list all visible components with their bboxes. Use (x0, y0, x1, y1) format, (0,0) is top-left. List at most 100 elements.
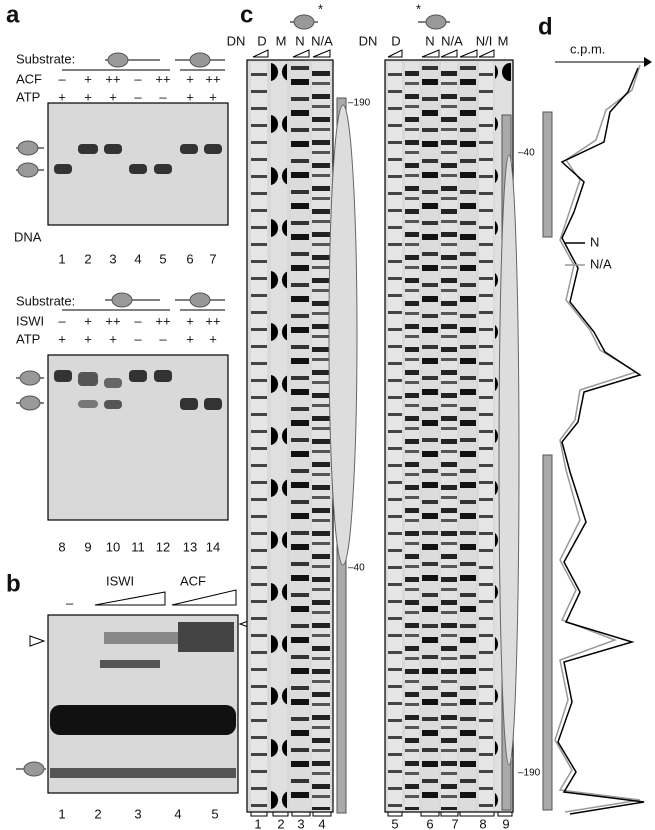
lane-bracket (440, 812, 459, 817)
shape (17, 162, 39, 178)
cell: + (209, 89, 217, 104)
cell: + (84, 331, 92, 346)
lane-bracket (250, 812, 268, 817)
shape (23, 761, 45, 777)
lane-number: 10 (106, 539, 120, 554)
titration-triangle (312, 49, 331, 58)
position-marker: –190 (518, 768, 541, 779)
lane-number: 2 (94, 806, 101, 821)
shape (204, 398, 222, 410)
substrate-label: Substrate: (16, 51, 75, 66)
lane-number: 8 (479, 816, 486, 830)
cell: + (186, 313, 194, 328)
lanes (251, 62, 330, 810)
row-label: ATP (16, 331, 40, 346)
shape: 1 2 3 4 5 (58, 806, 218, 821)
cell: ++ (155, 71, 170, 86)
titration-triangle (440, 49, 458, 58)
lane-bracket (459, 812, 495, 817)
shape (441, 62, 457, 810)
lane-bracket (272, 812, 289, 817)
titration-triangle (94, 591, 166, 606)
position-marker: –190 (348, 98, 371, 109)
shape: DN D M N N/A (227, 33, 333, 58)
lane-number: 4 (174, 806, 181, 821)
cell: + (84, 71, 92, 86)
cell: – (159, 89, 167, 104)
cell: ++ (155, 313, 170, 328)
shape (50, 768, 236, 778)
shape (129, 164, 147, 174)
cell: + (209, 331, 217, 346)
lane-header: N/A (311, 33, 333, 48)
shape: DN D N N/A N/I M (359, 33, 509, 58)
lane-number: 3 (109, 251, 116, 266)
lane-number: 5 (159, 251, 166, 266)
lane-header: M (276, 33, 287, 48)
star: * (416, 1, 421, 16)
bands (54, 144, 222, 174)
row-label: ISWI (16, 313, 44, 328)
nucleosome-icon (290, 14, 318, 30)
shape (129, 370, 147, 382)
nucleosome-icon (175, 52, 225, 68)
cell: + (84, 313, 92, 328)
lane-number: 9 (84, 539, 91, 554)
lane-number: 3 (297, 816, 304, 830)
lane-header: DN (227, 33, 246, 48)
shape (78, 144, 98, 154)
cell: – (134, 331, 142, 346)
shape: 8 9 10 11 12 13 14 (58, 539, 220, 554)
shape (422, 62, 438, 810)
panel-label: b (6, 570, 21, 597)
shape (54, 164, 72, 174)
nucleosome-icon (16, 395, 44, 411)
enzyme-label: ISWI (106, 573, 134, 588)
cell: + (109, 331, 117, 346)
cell: ++ (205, 313, 220, 328)
lane-number: 7 (451, 816, 458, 830)
shape (19, 370, 41, 386)
lane-bracket (291, 812, 311, 817)
lane-bracket (497, 812, 513, 817)
shape (104, 400, 122, 409)
dna-label: DNA (14, 229, 42, 244)
shape: ISWI – + ++ – ++ + ++ATP + + + – – + + (16, 313, 221, 346)
shape (78, 400, 98, 408)
cell: – (58, 313, 66, 328)
shape (154, 370, 172, 382)
shape (100, 660, 160, 668)
lane-number: 6 (186, 251, 193, 266)
shape: ACF – + ++ – ++ + ++ATP + + + – – + + (16, 71, 221, 104)
shape: 1 2 3 4 5 6 7 (58, 251, 216, 266)
lane-number: 2 (277, 816, 284, 830)
legend-label: N/A (590, 256, 612, 271)
trace-n-a (554, 64, 641, 813)
shape (50, 705, 236, 735)
position-marker: –40 (518, 148, 535, 159)
titration-triangle (292, 49, 310, 58)
lane-number: 1 (58, 806, 65, 821)
cell: ++ (205, 71, 220, 86)
panel-label: d (538, 13, 553, 40)
lane-number: 2 (84, 251, 91, 266)
minus-label: – (66, 595, 74, 610)
cell: + (186, 331, 194, 346)
lane-number: 4 (134, 251, 141, 266)
cell: – (159, 331, 167, 346)
lane-bracket (312, 812, 332, 817)
shape (271, 62, 287, 810)
nucleosome-icon (418, 14, 450, 30)
panel-label: a (6, 1, 20, 28)
shape (291, 62, 309, 810)
shape (104, 378, 122, 388)
axis-label: c.p.m. (570, 41, 605, 56)
cell: + (109, 89, 117, 104)
lane-header: M (498, 33, 509, 48)
titration-triangle (387, 49, 403, 58)
shape (425, 14, 447, 30)
nucleosome-outline (328, 104, 358, 566)
shape (479, 62, 493, 810)
star: * (318, 1, 323, 16)
